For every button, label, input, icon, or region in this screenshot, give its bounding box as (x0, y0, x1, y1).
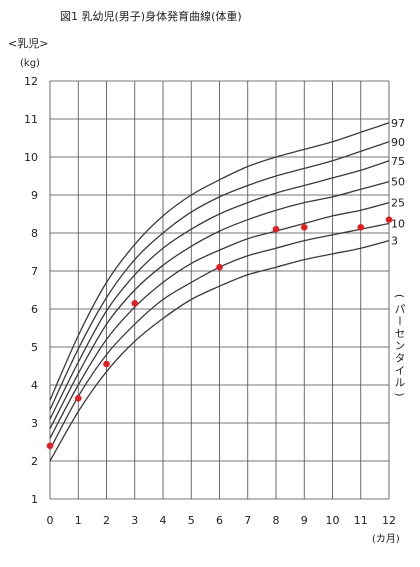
percentile-curve-90 (49, 141, 390, 410)
x-tick-label: 3 (131, 514, 138, 527)
percentile-label-75: 75 (391, 155, 405, 168)
x-tick-label: 10 (326, 514, 340, 527)
y-tick-label: 1 (31, 493, 38, 506)
measurement-point-0 (46, 442, 54, 450)
x-tick-label: 5 (188, 514, 195, 527)
right-axis-label-char: セ (395, 328, 406, 340)
x-tick-label: 12 (382, 514, 396, 527)
right-axis-label-char: ル (395, 377, 406, 389)
measurement-point-1 (74, 395, 82, 402)
y-tick-label: 3 (31, 417, 38, 430)
grid (49, 80, 390, 500)
percentile-curve-97 (49, 122, 390, 401)
percentile-labels: 97 90 75 50 25 10 3 (391, 117, 405, 248)
right-axis-label-char: パ (395, 303, 406, 315)
measurement-point-7 (357, 224, 365, 231)
y-tick-label: 11 (24, 113, 38, 126)
percentile-label-97: 97 (391, 117, 405, 130)
measurement-points (46, 216, 393, 450)
percentile-curve-3 (49, 239, 390, 462)
x-tick-label: 9 (301, 514, 308, 527)
y-tick-label: 2 (31, 455, 38, 468)
measurement-point-2 (103, 360, 110, 368)
y-tick-label: 12 (24, 75, 38, 88)
percentile-label-25: 25 (391, 197, 405, 210)
percentile-curve-50 (49, 181, 390, 429)
measurement-point-5 (272, 225, 280, 233)
right-axis-label-char: ー (393, 315, 405, 326)
percentile-curve-75 (49, 160, 390, 420)
right-axis-label-char: タ (395, 353, 406, 365)
x-tick-label: 11 (354, 514, 368, 527)
x-tick-label: 1 (75, 514, 82, 527)
y-tick-label: 4 (31, 379, 38, 392)
x-axis-label: (カ月) (372, 533, 400, 545)
y-tick-label: 8 (31, 227, 38, 240)
y-tick-label: 7 (31, 265, 38, 278)
percentile-label-3: 3 (391, 235, 398, 248)
y-tick-label: 10 (24, 151, 38, 164)
x-tick-label: 0 (47, 514, 54, 527)
x-tick-label: 4 (160, 514, 167, 527)
percentile-label-10: 10 (391, 218, 405, 231)
y-tick-label: 9 (31, 189, 38, 202)
group-label: <乳児> (8, 37, 48, 50)
chart-title: 図1 乳幼児(男子)身体発育曲線(体重) (60, 9, 242, 23)
x-tick-label: 7 (244, 514, 251, 527)
percentile-label-90: 90 (391, 136, 405, 149)
x-tick-labels: 0 1 2 3 4 5 6 7 8 9 10 11 12 (47, 514, 397, 527)
percentile-label-50: 50 (391, 176, 405, 189)
measurement-point-3 (131, 300, 139, 307)
y-axis-label: (kg) (20, 58, 40, 69)
x-tick-label: 2 (103, 514, 110, 527)
right-axis-label-char: ) (393, 392, 405, 396)
right-axis-label-char: ン (395, 340, 406, 352)
y-tick-label: 6 (31, 303, 38, 316)
x-tick-label: 6 (216, 514, 223, 527)
right-axis-label-char: イ (395, 365, 406, 377)
x-tick-label: 8 (273, 514, 280, 527)
y-tick-label: 5 (31, 341, 38, 354)
measurement-point-4 (216, 263, 223, 271)
percentile-curve-25 (49, 201, 390, 439)
measurement-point-8 (385, 216, 393, 223)
measurement-point-6 (300, 224, 308, 231)
right-axis-label-char: ( (393, 294, 405, 298)
